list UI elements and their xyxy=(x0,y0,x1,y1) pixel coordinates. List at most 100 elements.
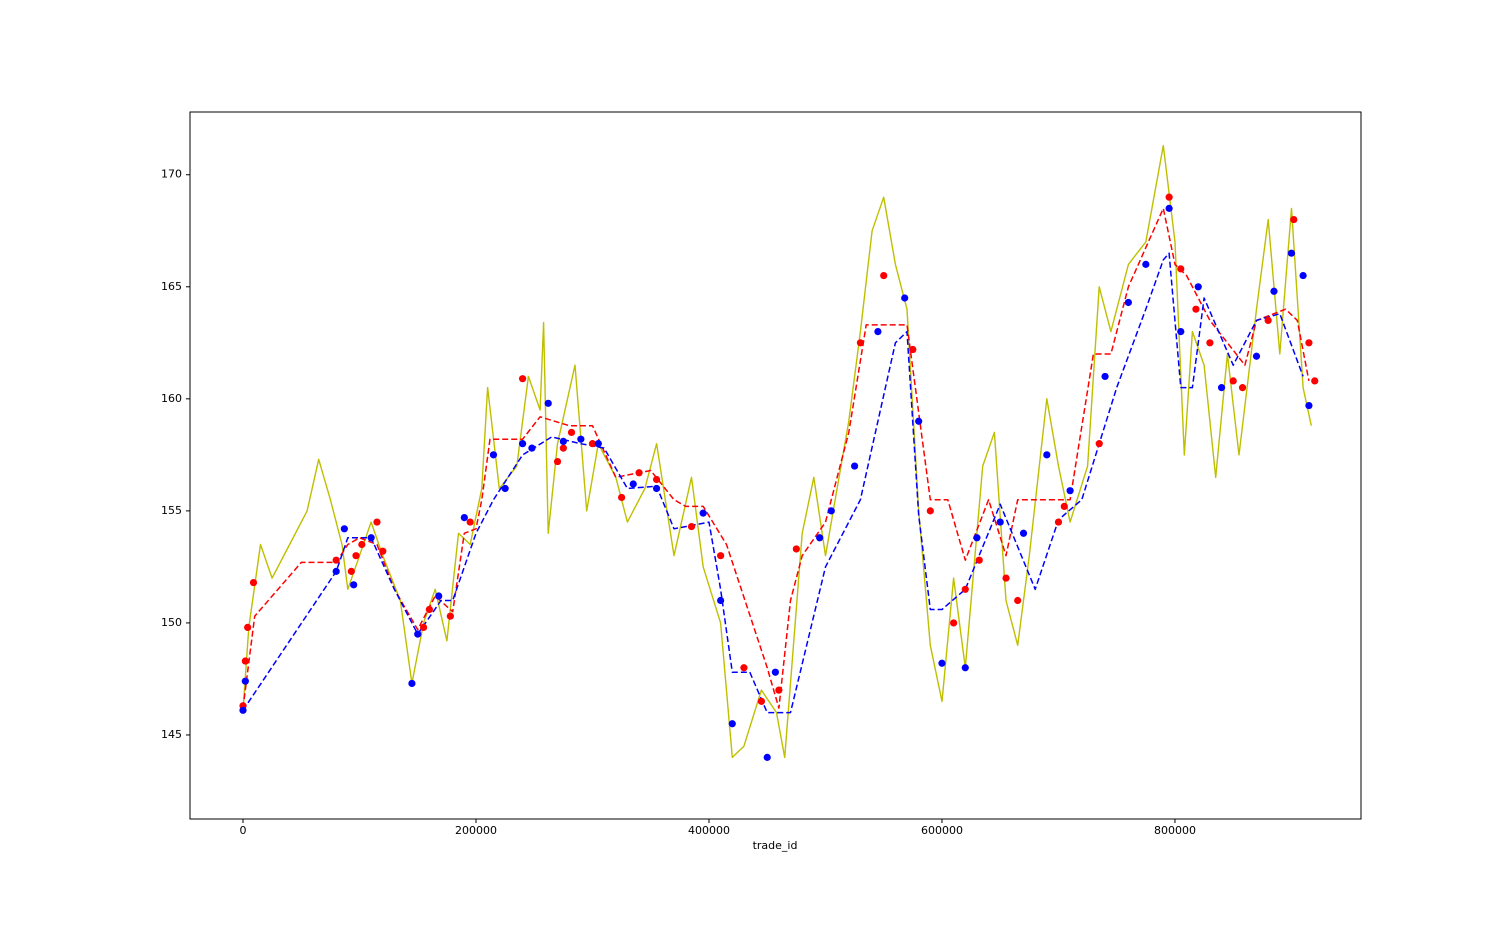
point xyxy=(1299,271,1307,280)
x-tick-label: 400000 xyxy=(688,824,730,837)
point xyxy=(926,507,934,515)
point xyxy=(332,567,340,575)
y-tick-label: 150 xyxy=(161,616,182,629)
point xyxy=(792,545,800,553)
point xyxy=(1229,377,1237,385)
point xyxy=(1002,574,1010,582)
plot xyxy=(239,144,1319,761)
point xyxy=(996,518,1004,526)
point xyxy=(239,706,247,714)
point xyxy=(1305,401,1313,410)
point xyxy=(1217,384,1226,392)
point xyxy=(728,720,736,728)
point xyxy=(973,534,981,542)
point xyxy=(618,493,626,502)
y-tick-label: 160 xyxy=(161,392,182,405)
point xyxy=(435,592,443,600)
point xyxy=(352,552,360,560)
point xyxy=(446,612,454,620)
point xyxy=(1165,193,1173,201)
point xyxy=(528,444,536,452)
point xyxy=(816,534,824,542)
point xyxy=(1014,596,1022,605)
y-tick-label: 165 xyxy=(161,280,182,293)
point xyxy=(1311,377,1319,385)
series-line xyxy=(242,144,1312,759)
point xyxy=(1101,372,1109,381)
point xyxy=(350,581,358,589)
point xyxy=(1060,502,1068,510)
point xyxy=(1142,260,1150,268)
point xyxy=(652,484,661,493)
point xyxy=(1270,287,1278,295)
point xyxy=(874,328,882,336)
point xyxy=(559,437,567,446)
point xyxy=(699,509,707,517)
point xyxy=(347,567,355,575)
point xyxy=(1043,451,1051,459)
y-tick-label: 170 xyxy=(161,168,182,181)
point xyxy=(1177,265,1185,273)
point xyxy=(1177,328,1185,336)
point xyxy=(1287,249,1296,257)
point xyxy=(588,440,597,448)
point xyxy=(880,271,888,280)
point xyxy=(1264,316,1272,325)
point xyxy=(577,435,585,443)
point xyxy=(1290,215,1298,224)
point xyxy=(850,462,859,470)
point xyxy=(1194,283,1202,291)
x-tick-label: 600000 xyxy=(921,824,963,837)
x-tick-label: 800000 xyxy=(1154,824,1196,837)
point xyxy=(367,534,375,542)
point xyxy=(1305,339,1313,347)
point xyxy=(559,444,567,452)
point xyxy=(635,469,643,477)
y-tick-label: 145 xyxy=(161,728,182,741)
point xyxy=(489,451,498,459)
point xyxy=(1054,518,1063,526)
point xyxy=(629,480,637,488)
point xyxy=(594,440,602,448)
point xyxy=(340,525,348,533)
point xyxy=(763,753,771,761)
point xyxy=(553,457,562,466)
point xyxy=(466,518,474,526)
point xyxy=(950,619,958,627)
point xyxy=(775,686,783,694)
point xyxy=(938,659,946,667)
point xyxy=(975,556,983,564)
point xyxy=(1019,529,1028,537)
point xyxy=(518,375,527,383)
point xyxy=(856,339,865,347)
point xyxy=(567,428,576,437)
point xyxy=(961,585,969,593)
point xyxy=(249,578,258,587)
point xyxy=(827,507,835,515)
point xyxy=(419,623,428,632)
point xyxy=(1165,204,1173,212)
point xyxy=(1252,352,1261,360)
point xyxy=(244,623,252,632)
series-line xyxy=(242,252,1304,714)
point xyxy=(915,417,923,425)
point xyxy=(379,547,387,555)
point xyxy=(961,664,969,672)
point xyxy=(717,552,725,560)
point xyxy=(687,522,696,531)
point xyxy=(1095,440,1103,448)
point xyxy=(425,605,433,614)
x-tick-label: 200000 xyxy=(455,824,497,837)
point xyxy=(1192,305,1200,313)
point xyxy=(332,556,340,564)
point xyxy=(717,596,725,605)
point xyxy=(501,484,509,493)
point xyxy=(460,514,468,522)
y-tick-label: 155 xyxy=(161,504,182,517)
point xyxy=(652,475,661,484)
point xyxy=(909,345,917,354)
point xyxy=(414,630,422,638)
point xyxy=(757,697,766,705)
